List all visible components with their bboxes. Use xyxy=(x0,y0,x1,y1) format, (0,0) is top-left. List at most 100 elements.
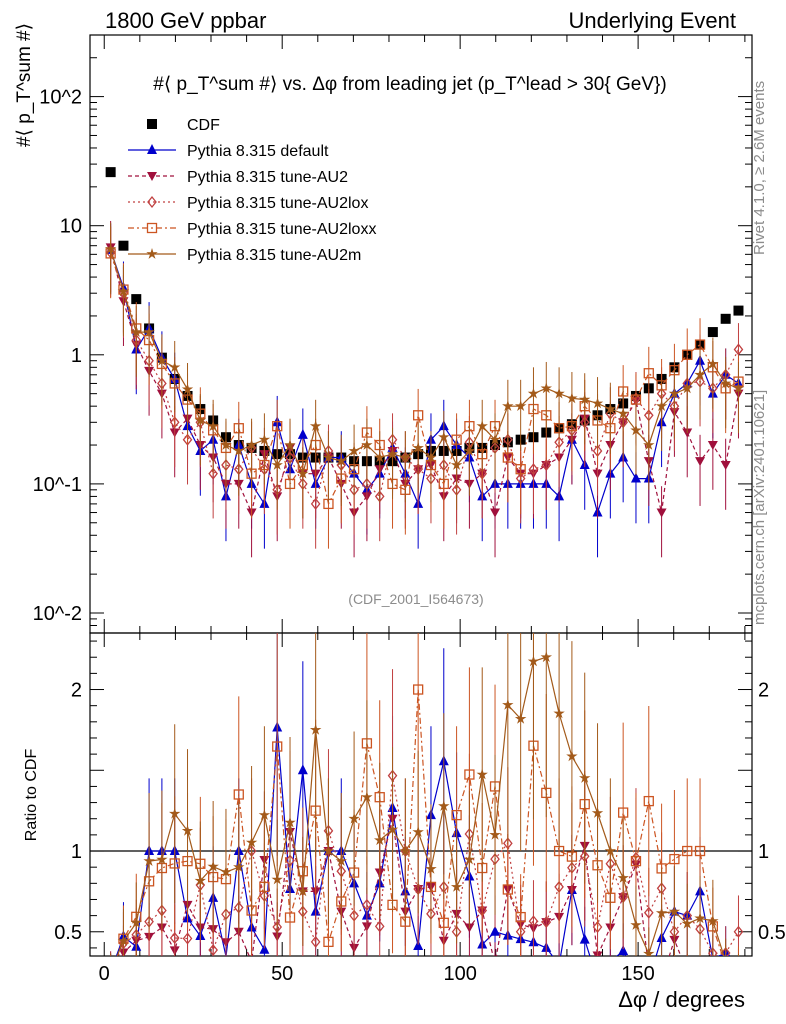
data-point xyxy=(707,357,719,369)
data-point xyxy=(117,285,130,297)
ratio-point xyxy=(592,920,603,934)
ratio-point xyxy=(502,884,513,895)
ratio-series-line-5 xyxy=(116,656,725,956)
data-point xyxy=(630,424,642,436)
ratio-y-tick-label-left: 0.5 xyxy=(54,922,82,944)
data-point xyxy=(682,349,693,360)
data-point xyxy=(489,433,501,445)
ratio-point xyxy=(413,684,424,695)
data-point xyxy=(527,387,540,399)
data-point xyxy=(399,451,411,463)
ratio-point xyxy=(310,935,321,948)
ratio-point xyxy=(208,943,218,956)
data-point xyxy=(553,387,565,399)
data-point xyxy=(643,368,654,379)
ratio-series-5 xyxy=(110,633,739,956)
x-tick-label: 0 xyxy=(99,963,110,985)
ratio-point xyxy=(540,651,552,663)
data-point xyxy=(297,428,308,439)
main-series-line-4 xyxy=(110,253,739,506)
ratio-point xyxy=(399,845,411,856)
data-point xyxy=(655,400,668,411)
data-point xyxy=(694,368,706,380)
ratio-point xyxy=(668,905,681,917)
data-point xyxy=(182,433,193,446)
ratio-point xyxy=(708,947,718,956)
data-point xyxy=(169,361,181,373)
ratio-point xyxy=(490,925,501,936)
ratio-point xyxy=(681,917,693,929)
ratio-point xyxy=(245,836,258,848)
ratio-point xyxy=(502,698,514,710)
ratio-point xyxy=(451,809,462,821)
ratio-point xyxy=(117,935,130,946)
ratio-point xyxy=(297,885,309,897)
ratio-point xyxy=(258,809,271,820)
data-point xyxy=(181,383,194,395)
ratio-series-line-4 xyxy=(116,689,724,956)
data-point xyxy=(732,382,745,394)
main-y-axis-title: #⟨ p_T^sum #⟩ xyxy=(14,23,35,147)
data-point xyxy=(297,467,309,479)
ratio-point xyxy=(425,863,437,874)
data-point xyxy=(604,403,617,414)
legend-label-au2loxx: Pythia 8.315 tune-AU2loxx xyxy=(187,221,376,238)
legend-marker-3 xyxy=(147,195,157,209)
data-point xyxy=(514,400,527,411)
legend-marker-4 xyxy=(146,222,158,234)
main-y-tick-label: 10^2 xyxy=(39,87,82,109)
data-point xyxy=(156,354,168,366)
data-point xyxy=(591,397,604,409)
ratio-point xyxy=(297,764,308,775)
data-point xyxy=(540,382,552,394)
main-plot-title: #⟨ p_T^sum #⟩ vs. Δφ from leading jet (p… xyxy=(153,74,666,95)
x-tick-label: 50 xyxy=(271,963,293,985)
ratio-point xyxy=(514,712,527,724)
data-point xyxy=(309,420,322,431)
main-data-series xyxy=(104,167,745,558)
ratio-point xyxy=(694,912,706,924)
ratio-point xyxy=(361,791,373,802)
legend-marker-5 xyxy=(146,248,158,259)
ratio-point xyxy=(284,816,296,828)
data-point xyxy=(566,392,578,404)
data-point xyxy=(105,167,116,178)
ratio-point xyxy=(643,947,655,956)
ratio-plot-frame xyxy=(89,632,753,957)
data-point xyxy=(438,431,450,443)
ratio-point xyxy=(438,800,450,811)
data-point xyxy=(131,294,142,305)
data-point xyxy=(476,420,488,431)
ratio-point xyxy=(309,723,322,735)
ratio-point xyxy=(156,853,168,865)
ratio-point xyxy=(566,750,578,762)
x-tick-label: 150 xyxy=(621,963,654,985)
data-point xyxy=(450,459,463,470)
data-point xyxy=(541,458,552,472)
ratio-point xyxy=(386,823,399,835)
ratio-point xyxy=(259,943,270,954)
data-point xyxy=(720,377,732,389)
data-point xyxy=(335,455,347,466)
data-point xyxy=(695,457,706,467)
ratio-point xyxy=(362,898,372,911)
ratio-point xyxy=(733,925,744,938)
ratio-point xyxy=(707,915,719,926)
data-point xyxy=(502,452,513,463)
ratio-point xyxy=(284,912,296,923)
data-point xyxy=(220,439,232,450)
ratio-point xyxy=(220,866,232,877)
legend-marker-2 xyxy=(147,172,157,181)
x-axis-title: Δφ / degrees xyxy=(618,987,745,1012)
data-point xyxy=(272,421,283,432)
ratio-point xyxy=(541,916,552,929)
data-point xyxy=(130,326,142,337)
ratio-point xyxy=(528,915,539,928)
data-point xyxy=(361,439,373,450)
ratio-point xyxy=(450,880,463,892)
ratio-point xyxy=(617,871,629,883)
data-point xyxy=(413,410,424,421)
data-point xyxy=(425,451,437,463)
legend-label-au2lox: Pythia 8.315 tune-AU2lox xyxy=(187,195,368,212)
